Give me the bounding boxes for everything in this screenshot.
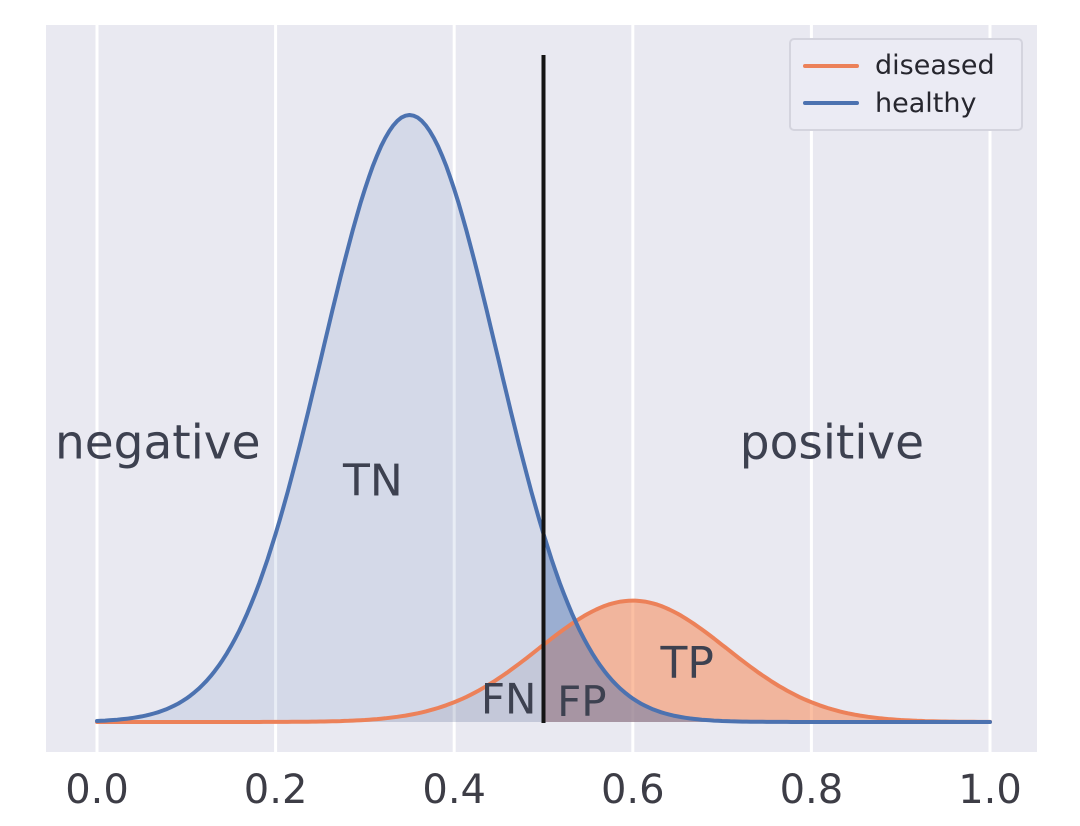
legend: diseased healthy <box>789 38 1023 131</box>
x-tick-label-0.4: 0.4 <box>422 767 486 813</box>
x-tick-label-0.6: 0.6 <box>601 767 665 813</box>
region-label-TP: TP <box>660 638 714 689</box>
diseased-area-fill-TP <box>543 600 990 722</box>
diseased-line-swatch <box>803 63 859 68</box>
healthy-area-fill-TN <box>97 115 990 722</box>
x-tick-label-0.2: 0.2 <box>244 767 308 813</box>
legend-item-diseased: diseased <box>803 52 1009 79</box>
region-label-negative: negative <box>55 415 261 470</box>
region-label-FP: FP <box>557 677 607 726</box>
legend-label-diseased: diseased <box>875 50 995 82</box>
legend-item-healthy: healthy <box>803 90 1009 117</box>
diseased-area-fill-FN <box>97 644 544 722</box>
region-label-TN: TN <box>342 456 403 507</box>
x-tick-label-0.8: 0.8 <box>780 767 844 813</box>
legend-label-healthy: healthy <box>875 87 977 119</box>
healthy-line-swatch <box>803 101 859 106</box>
region-label-positive: positive <box>740 415 924 470</box>
x-tick-label-0.0: 0.0 <box>65 767 129 813</box>
region-label-FN: FN <box>481 674 537 723</box>
healthy-area-fill-FP <box>543 533 990 722</box>
x-tick-label-1.0: 1.0 <box>958 767 1022 813</box>
